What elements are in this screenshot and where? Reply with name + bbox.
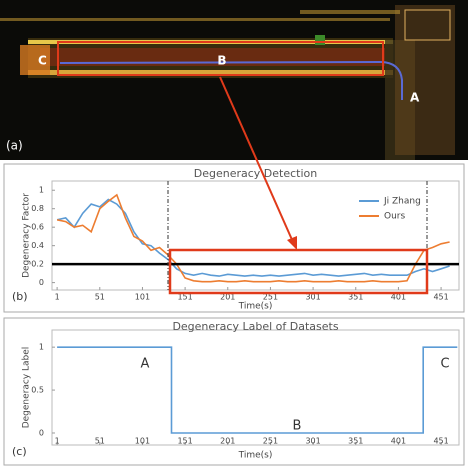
legend-label: Ji Zhang: [383, 197, 421, 207]
x-tick-label: 101: [135, 293, 150, 302]
x-tick-label: 451: [433, 293, 448, 302]
y-tick-label: 0: [39, 428, 44, 437]
x-tick-label: 151: [177, 437, 192, 446]
x-tick-label: 101: [135, 437, 150, 446]
x-tick-label: 1: [55, 437, 60, 446]
y-tick-label: 0.6: [31, 223, 44, 232]
y-tick-label: 0.8: [31, 204, 44, 213]
legend-label: Ours: [384, 212, 405, 222]
y-tick-label: 0.4: [31, 241, 44, 250]
y-tick-label: 1: [39, 186, 44, 195]
point-cloud-panel: C B A (a): [0, 0, 468, 160]
figure: C B A (a) Degeneracy Detection Time(s) Deg…: [0, 0, 468, 468]
y-axis-label: Degeneracy Factor: [22, 193, 32, 278]
x-tick-label: 51: [95, 293, 105, 302]
x-tick-label: 301: [305, 437, 320, 446]
y-tick-label: 0.2: [31, 260, 44, 269]
y-axis-label: Degeneracy Label: [22, 347, 32, 429]
annotation: B: [293, 419, 302, 434]
y-tick-label: 1: [39, 343, 44, 352]
x-tick-label: 401: [391, 437, 406, 446]
annotation: C: [440, 357, 449, 372]
x-tick-label: 351: [348, 437, 363, 446]
x-tick-label: 251: [263, 437, 278, 446]
region-label: A: [410, 91, 420, 105]
chart-title: Degeneracy Label of Datasets: [172, 320, 338, 333]
x-axis-label: Time(s): [238, 451, 273, 461]
panel-label: (b): [12, 290, 28, 303]
region-label: C: [38, 54, 47, 68]
chart-title: Degeneracy Detection: [194, 167, 318, 180]
annotation: A: [141, 357, 150, 372]
region-label: B: [217, 54, 226, 68]
x-tick-label: 51: [95, 437, 105, 446]
y-tick-label: 0: [39, 278, 44, 287]
x-tick-label: 451: [433, 437, 448, 446]
panel-label: (c): [12, 445, 27, 458]
panel-label: (a): [6, 139, 23, 153]
y-tick-label: 0.5: [31, 386, 44, 395]
x-tick-label: 1: [55, 293, 60, 302]
x-axis-label: Time(s): [238, 302, 273, 312]
x-tick-label: 201: [220, 437, 235, 446]
